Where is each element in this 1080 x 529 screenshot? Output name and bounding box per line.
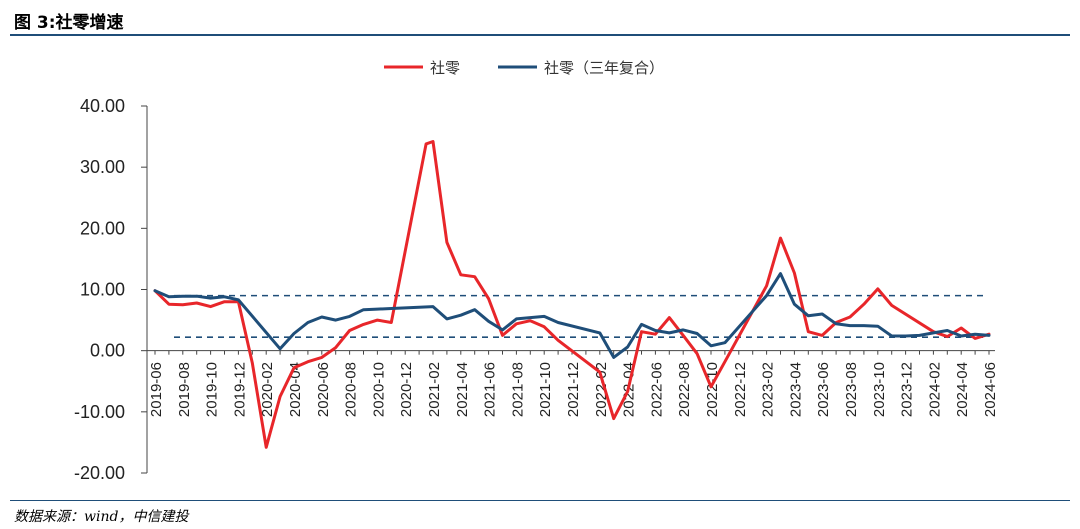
x-tick-label: 2020-08 bbox=[343, 362, 360, 417]
y-tick-label: 40.00 bbox=[80, 96, 125, 116]
x-tick-label: 2023-10 bbox=[871, 362, 888, 417]
x-tick-label: 2024-04 bbox=[954, 362, 971, 417]
y-tick-label: 0.00 bbox=[90, 341, 125, 361]
x-tick-label: 2023-08 bbox=[843, 362, 860, 417]
x-tick-label: 2019-10 bbox=[204, 362, 221, 417]
x-tick-label: 2022-08 bbox=[676, 362, 693, 417]
x-tick-label: 2022-12 bbox=[732, 362, 749, 417]
x-tick-label: 2022-06 bbox=[648, 362, 665, 417]
x-tick-label: 2024-06 bbox=[982, 362, 999, 417]
x-tick-label: 2020-10 bbox=[370, 362, 387, 417]
x-tick-label: 2020-04 bbox=[287, 362, 304, 417]
y-tick-label: 30.00 bbox=[80, 157, 125, 177]
line-chart: 社零 社零（三年复合） 40.00 30.00 20.00 10.00 0.00 -10.… bbox=[74, 59, 999, 483]
title-rule bbox=[10, 34, 1070, 36]
x-tick-label: 2023-12 bbox=[899, 362, 916, 417]
x-tick-label: 2021-02 bbox=[426, 362, 443, 417]
x-tick-label: 2021-08 bbox=[509, 362, 526, 417]
x-tick-label: 2020-12 bbox=[398, 362, 415, 417]
legend: 社零 社零（三年复合） bbox=[384, 59, 664, 77]
x-tick-label: 2022-02 bbox=[593, 362, 610, 417]
x-tick-label: 2021-04 bbox=[454, 362, 471, 417]
reference-lines bbox=[174, 294, 988, 339]
x-tick-label: 2021-10 bbox=[537, 362, 554, 417]
legend-label-retail: 社零 bbox=[430, 59, 460, 77]
y-tick-label: 10.00 bbox=[80, 280, 125, 300]
x-tick-label: 2019-06 bbox=[148, 362, 165, 417]
x-tick-label: 2020-02 bbox=[259, 362, 276, 417]
x-tick-label: 2020-06 bbox=[315, 362, 332, 417]
x-tick-label: 2019-12 bbox=[231, 362, 248, 417]
y-tick-label: -20.00 bbox=[74, 463, 125, 483]
y-tick-label: -10.00 bbox=[74, 402, 125, 422]
plot-area bbox=[153, 140, 991, 449]
series-line-retail-3yr bbox=[153, 272, 991, 359]
x-tick-label: 2023-04 bbox=[787, 362, 804, 417]
figure-title: 图 3:社零增速 bbox=[14, 13, 124, 33]
x-tick-label: 2024-02 bbox=[926, 362, 943, 417]
x-tick-label: 2023-06 bbox=[815, 362, 832, 417]
series-line-retail bbox=[153, 140, 991, 449]
source-rule bbox=[10, 500, 1070, 501]
legend-label-retail-3yr: 社零（三年复合） bbox=[544, 59, 664, 77]
x-tick-label: 2021-06 bbox=[482, 362, 499, 417]
x-tick-label: 2023-02 bbox=[760, 362, 777, 417]
axes: 40.00 30.00 20.00 10.00 0.00 -10.00 -20.00 2019… bbox=[74, 96, 999, 483]
source-note: 数据来源：wind，中信建投 bbox=[14, 509, 189, 525]
x-tick-label: 2021-12 bbox=[565, 362, 582, 417]
x-tick-label: 2019-08 bbox=[176, 362, 193, 417]
y-tick-label: 20.00 bbox=[80, 218, 125, 238]
